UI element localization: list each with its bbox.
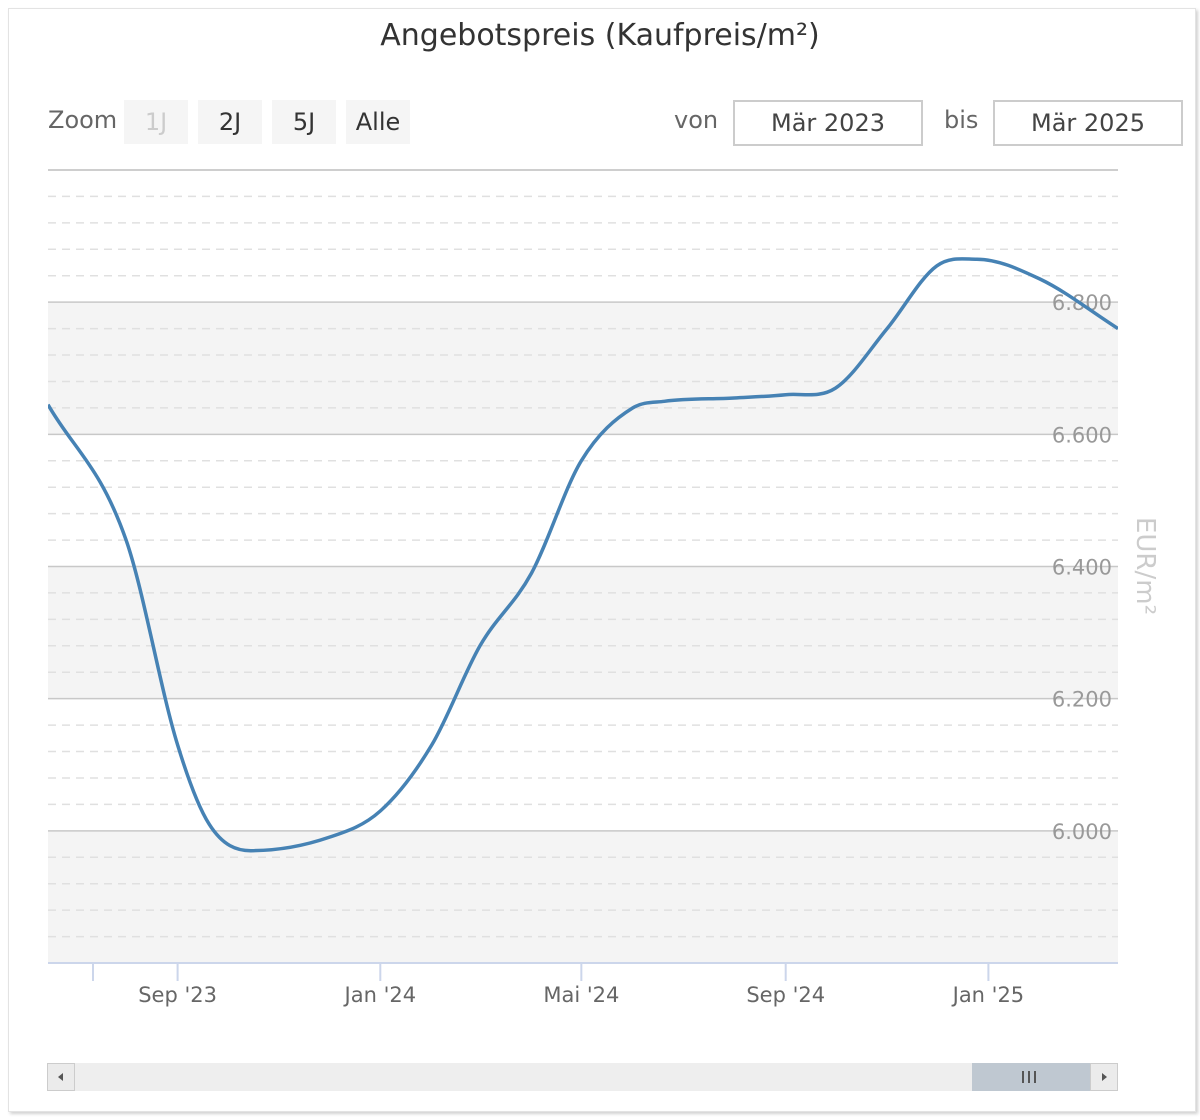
- zoom-alle-button[interactable]: Alle: [346, 100, 410, 144]
- zoom-5j-button[interactable]: 5J: [272, 100, 336, 144]
- triangle-right-icon: [1102, 1073, 1107, 1081]
- x-tick-label: Sep '24: [746, 983, 825, 1007]
- x-tick-label: Mai '24: [543, 983, 619, 1007]
- navigator-scrollbar-track[interactable]: [48, 1063, 1118, 1091]
- zoom-2j-button[interactable]: 2J: [198, 100, 262, 144]
- scroll-left-button[interactable]: [47, 1063, 75, 1091]
- y-tick-label: 6.400: [1052, 556, 1112, 580]
- scroll-right-button[interactable]: [1090, 1063, 1118, 1091]
- to-label: bis: [944, 106, 979, 134]
- scrollbar-thumb[interactable]: [972, 1063, 1090, 1091]
- to-date-input[interactable]: Mär 2025: [993, 100, 1183, 146]
- from-label: von: [674, 106, 719, 134]
- from-date-input[interactable]: Mär 2023: [733, 100, 923, 146]
- triangle-left-icon: [58, 1073, 63, 1081]
- y-tick-label: 6.200: [1052, 688, 1112, 712]
- y-tick-label: 6.600: [1052, 423, 1112, 447]
- x-tick-label: Jan '25: [951, 983, 1025, 1007]
- x-tick-label: Jan '24: [343, 983, 417, 1007]
- y-tick-label: 6.000: [1052, 820, 1112, 844]
- zoom-1j-button[interactable]: 1J: [124, 100, 188, 144]
- x-tick-label: Sep '23: [138, 983, 217, 1007]
- y-axis-title: EUR/m²: [1130, 517, 1160, 615]
- plot-band: [48, 566, 1118, 699]
- plot-band: [48, 830, 1118, 963]
- grip-icon: [1022, 1071, 1038, 1083]
- price-series-line: [48, 257, 1118, 853]
- chart-title: Angebotspreis (Kaufpreis/m²): [380, 18, 820, 53]
- plot-band: [48, 302, 1118, 435]
- zoom-label: Zoom: [48, 106, 118, 134]
